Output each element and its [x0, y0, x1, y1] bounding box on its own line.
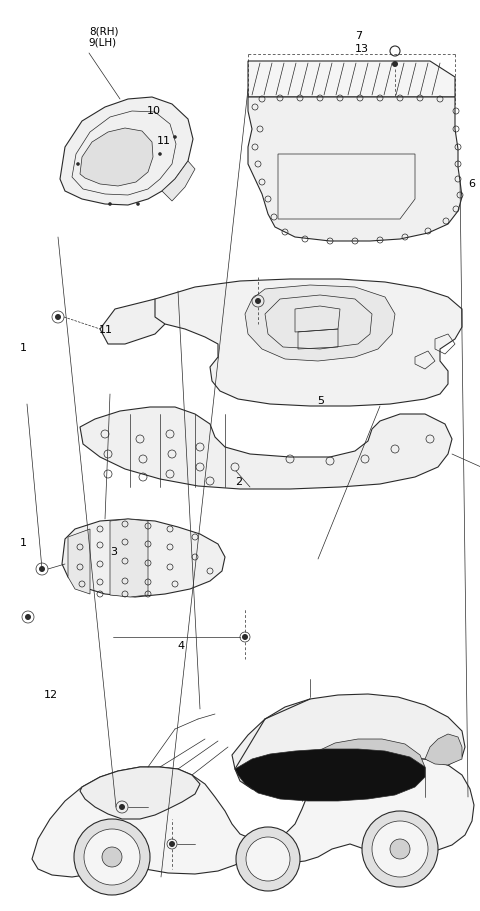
Polygon shape: [248, 97, 462, 241]
Polygon shape: [80, 767, 200, 819]
Circle shape: [108, 203, 112, 207]
Text: 6: 6: [468, 179, 475, 189]
Text: 11: 11: [156, 137, 170, 146]
Text: 5: 5: [317, 396, 324, 405]
Polygon shape: [60, 97, 193, 206]
Text: 12: 12: [44, 690, 58, 699]
Circle shape: [39, 567, 45, 572]
Circle shape: [173, 136, 177, 139]
Polygon shape: [68, 529, 90, 594]
Text: 4: 4: [178, 640, 185, 650]
Circle shape: [136, 203, 140, 207]
Polygon shape: [80, 407, 452, 489]
Text: 8(RH): 8(RH): [89, 26, 118, 36]
Text: 3: 3: [110, 547, 118, 556]
Polygon shape: [62, 519, 225, 598]
Polygon shape: [248, 62, 455, 97]
Circle shape: [76, 163, 80, 167]
Circle shape: [255, 299, 261, 304]
Polygon shape: [162, 162, 195, 201]
Circle shape: [392, 62, 398, 68]
Text: 1: 1: [19, 537, 26, 547]
Polygon shape: [32, 757, 474, 877]
Polygon shape: [245, 286, 395, 362]
Circle shape: [158, 153, 162, 157]
Polygon shape: [110, 519, 148, 598]
Text: 10: 10: [147, 107, 161, 116]
Text: 1: 1: [19, 343, 26, 353]
Text: 2: 2: [235, 476, 242, 486]
Circle shape: [362, 811, 438, 887]
Circle shape: [102, 847, 122, 867]
Polygon shape: [235, 749, 425, 801]
Circle shape: [119, 804, 125, 810]
Circle shape: [246, 837, 290, 881]
Circle shape: [390, 839, 410, 859]
Polygon shape: [425, 734, 462, 765]
Text: 13: 13: [355, 45, 369, 54]
Polygon shape: [155, 280, 462, 406]
Circle shape: [74, 819, 150, 895]
Circle shape: [169, 841, 175, 847]
Circle shape: [25, 614, 31, 620]
Circle shape: [84, 829, 140, 885]
Circle shape: [55, 314, 61, 321]
Text: 9(LH): 9(LH): [89, 37, 117, 47]
Polygon shape: [80, 128, 153, 187]
Text: 7: 7: [355, 32, 362, 41]
Polygon shape: [302, 739, 425, 777]
Circle shape: [242, 634, 248, 640]
Circle shape: [236, 827, 300, 891]
Polygon shape: [100, 300, 165, 344]
Text: 11: 11: [99, 325, 113, 334]
Polygon shape: [232, 694, 465, 791]
Circle shape: [372, 821, 428, 877]
